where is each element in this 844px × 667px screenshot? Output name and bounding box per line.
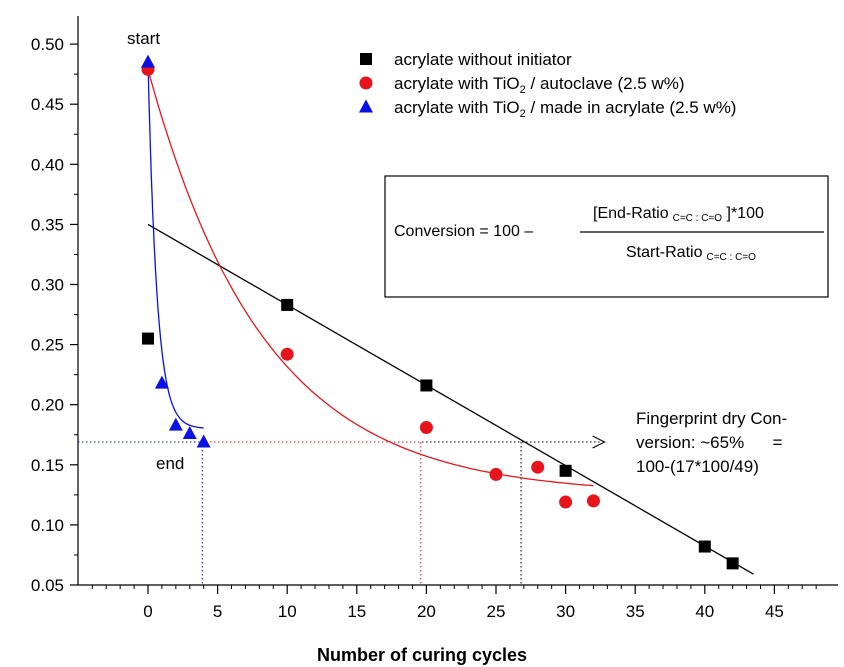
y-tick-label: 0.05 <box>31 576 64 595</box>
data-point-square <box>142 333 154 345</box>
legend-label-0: acrylate without initiator <box>394 50 572 69</box>
fit-curves <box>148 62 754 574</box>
fit-curve-2 <box>148 62 204 428</box>
data-point-circle <box>420 421 433 434</box>
data-point-circle <box>587 494 600 507</box>
data-point-square <box>420 379 432 391</box>
data-point-triangle <box>183 426 197 439</box>
legend-label-1: acrylate with TiO2 / autoclave (2.5 w%) <box>394 74 685 96</box>
data-point-square <box>281 299 293 311</box>
fingerprint-line-2: version: ~65% = <box>636 433 783 452</box>
y-tick-label: 0.35 <box>31 215 64 234</box>
data-point-triangle <box>197 434 211 447</box>
formula-lhs: Conversion = 100 – <box>394 223 533 240</box>
y-tick-label: 0.10 <box>31 516 64 535</box>
data-point-square <box>699 541 711 553</box>
legend-label-2: acrylate with TiO2 / made in acrylate (2… <box>394 98 736 120</box>
x-axis-title: Number of curing cycles <box>317 645 527 665</box>
data-point-square <box>727 557 739 569</box>
y-tick-label: 0.20 <box>31 396 64 415</box>
y-tick-label: 0.25 <box>31 336 64 355</box>
end-label: end <box>156 454 184 473</box>
x-tick-label: 10 <box>278 602 297 621</box>
legend-marker-circle <box>360 77 373 90</box>
start-label: start <box>127 29 160 48</box>
data-point-circle <box>490 468 503 481</box>
y-tick-label: 0.50 <box>31 35 64 54</box>
y-tick-label: 0.15 <box>31 456 64 475</box>
data-point-circle <box>531 461 544 474</box>
data-point-circle <box>281 348 294 361</box>
y-tick-label: 0.30 <box>31 276 64 295</box>
x-tick-label: 45 <box>765 602 784 621</box>
legend: acrylate without initiator acrylate with … <box>359 50 736 120</box>
x-tick-label: 40 <box>695 602 714 621</box>
x-tick-label: 35 <box>626 602 645 621</box>
formula-box: Conversion = 100 – [End-Ratio C=C : C=O ]… <box>385 176 828 297</box>
x-tick-label: 15 <box>347 602 366 621</box>
legend-marker-square <box>360 53 372 65</box>
legend-marker-triangle <box>359 100 373 113</box>
x-tick-label: 0 <box>143 602 152 621</box>
x-tick-label: 20 <box>417 602 436 621</box>
data-point-triangle <box>141 55 155 68</box>
x-tick-label: 5 <box>213 602 222 621</box>
data-point-square <box>560 465 572 477</box>
x-tick-label: 25 <box>487 602 506 621</box>
y-tick-label: 0.45 <box>31 95 64 114</box>
data-point-circle <box>559 496 572 509</box>
x-tick-label: 30 <box>556 602 575 621</box>
fingerprint-line-1: Fingerprint dry Con- <box>636 409 787 428</box>
y-tick-label: 0.40 <box>31 155 64 174</box>
fingerprint-line-3: 100-(17*100/49) <box>636 457 759 476</box>
data-markers <box>141 55 739 570</box>
